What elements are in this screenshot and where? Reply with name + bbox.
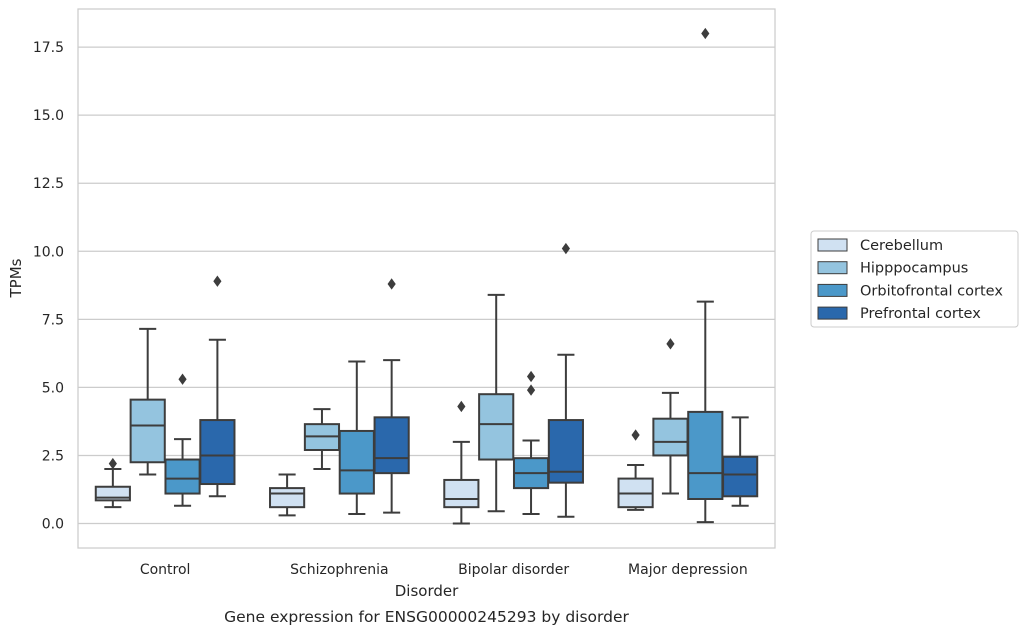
- outlier-point: [526, 370, 536, 383]
- outlier-point: [526, 384, 536, 396]
- legend-swatch: [817, 283, 848, 297]
- outlier-point: [387, 278, 396, 290]
- y-tick-label: 15.0: [33, 108, 64, 124]
- box-iqr: [373, 416, 410, 475]
- box-iqr: [199, 419, 236, 486]
- outlier-point: [178, 373, 187, 385]
- y-tick-label: 0.0: [42, 517, 64, 533]
- y-axis-label: TPMs: [7, 258, 25, 298]
- legend-label: Hipppocampus: [860, 261, 968, 277]
- series-prefrontal-cortex: [199, 242, 759, 518]
- x-tick-label: Schizophrenia: [290, 562, 388, 578]
- box: [303, 408, 341, 471]
- legend-swatch: [817, 261, 848, 275]
- box-iqr: [443, 478, 480, 509]
- y-tick-label: 12.5: [33, 176, 64, 192]
- series-hipppocampus: [129, 293, 689, 513]
- y-tick-label: 10.0: [33, 244, 64, 260]
- box-iqr: [269, 487, 306, 509]
- y-tick-label: 2.5: [42, 448, 64, 464]
- x-axis-label: Disorder: [395, 582, 459, 600]
- y-tick-label: 17.5: [33, 40, 64, 56]
- y-axis-ticks: 0.0 2.5 5.0 7.5 10.0 12.5 15.0 17.5: [33, 40, 64, 532]
- outlier-point: [631, 429, 640, 441]
- box: [722, 416, 759, 507]
- box-iqr: [338, 429, 375, 495]
- x-tick-label: Major depression: [628, 562, 748, 578]
- grid-lines: [78, 46, 775, 525]
- box: [687, 27, 724, 524]
- outlier-point: [666, 338, 675, 350]
- box: [338, 360, 375, 515]
- box: [512, 370, 550, 515]
- plot-frame: [77, 8, 776, 549]
- box: [652, 338, 689, 495]
- box-iqr: [547, 419, 584, 484]
- legend-label: Cerebellum: [860, 238, 943, 254]
- box: [94, 457, 131, 509]
- outlier-point: [457, 400, 466, 413]
- box-iqr: [687, 410, 724, 500]
- legend: Cerebellum Hipppocampus Orbitofrontal cort…: [810, 230, 1019, 328]
- outlier-point: [561, 242, 570, 255]
- legend-label: Prefrontal cortex: [860, 306, 981, 322]
- box: [129, 327, 166, 476]
- box: [164, 373, 201, 507]
- x-axis-ticks: Control Schizophrenia Bipolar disorder Majo…: [140, 562, 748, 578]
- box-iqr: [478, 393, 515, 461]
- box-iqr: [164, 458, 201, 495]
- box: [443, 400, 480, 525]
- legend-swatch: [817, 306, 848, 320]
- series-orbitofrontal-cortex: [164, 27, 724, 524]
- box: [269, 473, 306, 517]
- plot-background: [78, 9, 775, 548]
- x-tick-label: Control: [140, 562, 191, 578]
- series-cerebellum: [94, 400, 654, 525]
- box: [617, 429, 654, 511]
- legend-label: Orbitofrontal cortex: [860, 283, 1003, 299]
- x-tick-label: Bipolar disorder: [458, 562, 569, 578]
- box-iqr: [722, 455, 759, 498]
- legend-swatch: [817, 238, 848, 252]
- outlier-point: [701, 27, 710, 40]
- box-iqr: [652, 417, 689, 457]
- y-tick-label: 5.0: [42, 380, 64, 396]
- outlier-point: [108, 457, 117, 470]
- box: [373, 278, 410, 514]
- legend-frame: [810, 230, 1019, 328]
- box: [478, 293, 515, 513]
- box: [547, 242, 584, 518]
- box: [199, 275, 236, 498]
- box-groups: [94, 27, 759, 525]
- outlier-point: [213, 275, 222, 287]
- box-iqr: [129, 398, 166, 464]
- y-tick-label: 7.5: [42, 312, 64, 328]
- chart-caption: Gene expression for ENSG00000245293 by d…: [224, 608, 629, 626]
